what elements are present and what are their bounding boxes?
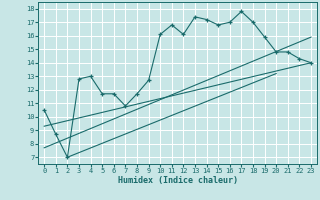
X-axis label: Humidex (Indice chaleur): Humidex (Indice chaleur) <box>118 176 238 185</box>
